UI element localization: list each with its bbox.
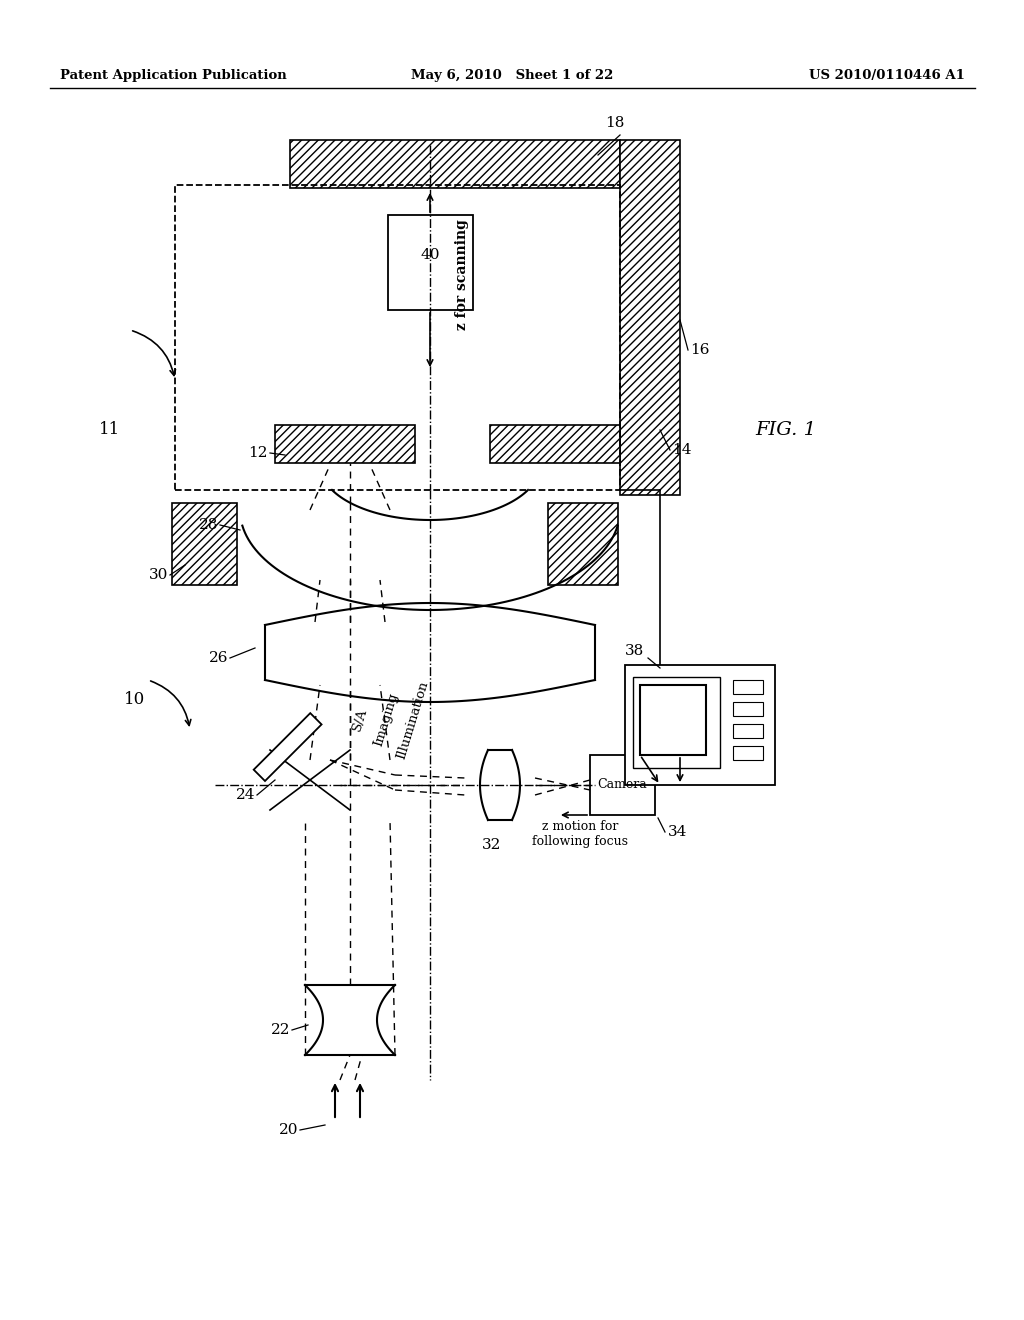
Bar bbox=[640, 685, 706, 755]
Bar bbox=[290, 140, 620, 187]
Text: 32: 32 bbox=[482, 838, 502, 851]
Bar bbox=[625, 665, 775, 785]
Text: Imaging: Imaging bbox=[372, 692, 400, 748]
Text: Patent Application Publication: Patent Application Publication bbox=[60, 69, 287, 82]
Text: 20: 20 bbox=[279, 1123, 298, 1137]
Bar bbox=[620, 140, 680, 495]
Text: 24: 24 bbox=[236, 788, 255, 803]
Text: 22: 22 bbox=[270, 1023, 290, 1038]
Bar bbox=[733, 680, 763, 694]
Text: 28: 28 bbox=[199, 517, 218, 532]
Text: z for scanning: z for scanning bbox=[455, 219, 469, 330]
Text: 18: 18 bbox=[605, 116, 625, 129]
Bar bbox=[388, 215, 473, 310]
Bar bbox=[172, 503, 237, 585]
Text: 30: 30 bbox=[148, 568, 168, 582]
Bar bbox=[490, 425, 620, 463]
Text: 11: 11 bbox=[99, 421, 121, 438]
Text: 16: 16 bbox=[690, 343, 710, 356]
Bar bbox=[590, 755, 655, 814]
Text: Camera: Camera bbox=[597, 779, 647, 792]
Text: 34: 34 bbox=[668, 825, 687, 840]
Bar bbox=[733, 723, 763, 738]
Bar bbox=[275, 425, 415, 463]
Bar bbox=[175, 185, 620, 490]
Text: z motion for
following focus: z motion for following focus bbox=[532, 820, 628, 847]
Text: 26: 26 bbox=[209, 651, 228, 665]
Text: FIG. 1: FIG. 1 bbox=[755, 421, 816, 440]
Bar bbox=[633, 677, 720, 768]
Text: 12: 12 bbox=[249, 446, 268, 459]
Bar bbox=[733, 746, 763, 760]
Text: 40: 40 bbox=[420, 248, 439, 261]
Text: Illumination: Illumination bbox=[395, 680, 431, 760]
Bar bbox=[548, 503, 618, 585]
Text: 10: 10 bbox=[124, 692, 145, 709]
Bar bbox=[733, 702, 763, 715]
Text: 14: 14 bbox=[672, 444, 691, 457]
Text: S/A: S/A bbox=[350, 708, 370, 733]
Text: May 6, 2010   Sheet 1 of 22: May 6, 2010 Sheet 1 of 22 bbox=[411, 69, 613, 82]
Bar bbox=[254, 713, 322, 781]
Text: US 2010/0110446 A1: US 2010/0110446 A1 bbox=[809, 69, 965, 82]
Text: 38: 38 bbox=[625, 644, 644, 657]
